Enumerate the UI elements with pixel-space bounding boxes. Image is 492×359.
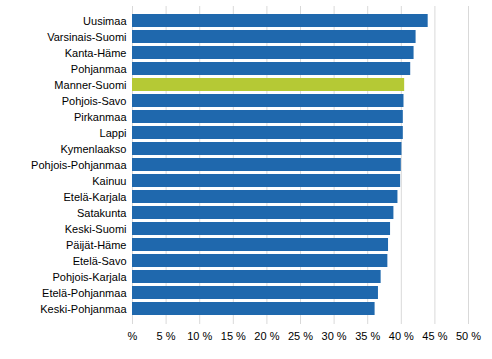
svg-text:Etelä-Karjala: Etelä-Karjala bbox=[64, 191, 128, 203]
svg-text:30 %: 30 % bbox=[322, 330, 347, 342]
svg-text:Keski-Suomi: Keski-Suomi bbox=[65, 223, 127, 235]
svg-text:Etelä-Savo: Etelä-Savo bbox=[73, 255, 127, 267]
svg-text:Pohjois-Karjala: Pohjois-Karjala bbox=[53, 271, 128, 283]
svg-text:Keski-Pohjanmaa: Keski-Pohjanmaa bbox=[40, 303, 127, 315]
svg-text:%: % bbox=[128, 330, 138, 342]
svg-text:Pohjois-Savo: Pohjois-Savo bbox=[62, 95, 127, 107]
svg-text:Pirkanmaa: Pirkanmaa bbox=[74, 111, 127, 123]
svg-text:15 %: 15 % bbox=[221, 330, 246, 342]
svg-text:Etelä-Pohjanmaa: Etelä-Pohjanmaa bbox=[42, 287, 127, 299]
svg-text:Pohjois-Pohjanmaa: Pohjois-Pohjanmaa bbox=[31, 159, 127, 171]
svg-text:45 %: 45 % bbox=[422, 330, 447, 342]
svg-text:5 %: 5 % bbox=[157, 330, 176, 342]
svg-text:Varsinais-Suomi: Varsinais-Suomi bbox=[47, 31, 126, 43]
svg-text:Kymenlaakso: Kymenlaakso bbox=[60, 143, 126, 155]
svg-text:Kanta-Häme: Kanta-Häme bbox=[65, 47, 127, 59]
svg-text:Pohjanmaa: Pohjanmaa bbox=[71, 63, 128, 75]
svg-text:Satakunta: Satakunta bbox=[77, 207, 127, 219]
svg-text:Kainuu: Kainuu bbox=[92, 175, 126, 187]
svg-text:10 %: 10 % bbox=[187, 330, 212, 342]
svg-text:Uusimaa: Uusimaa bbox=[83, 15, 127, 27]
svg-text:Päijät-Häme: Päijät-Häme bbox=[66, 239, 127, 251]
svg-text:35 %: 35 % bbox=[355, 330, 380, 342]
svg-text:50 %: 50 % bbox=[456, 330, 481, 342]
svg-text:40 %: 40 % bbox=[389, 330, 414, 342]
svg-text:20 %: 20 % bbox=[254, 330, 279, 342]
svg-text:25 %: 25 % bbox=[288, 330, 313, 342]
svg-text:Lappi: Lappi bbox=[100, 127, 127, 139]
svg-text:Manner-Suomi: Manner-Suomi bbox=[54, 79, 126, 91]
